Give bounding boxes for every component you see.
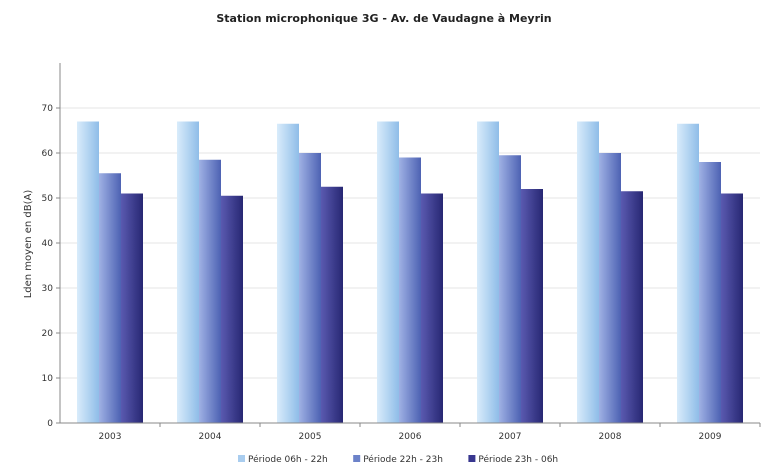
x-tick-label: 2003 bbox=[99, 432, 122, 442]
bar bbox=[577, 121, 599, 423]
bar bbox=[699, 162, 721, 423]
bar bbox=[621, 191, 643, 423]
bar bbox=[477, 121, 499, 423]
y-tick-label: 50 bbox=[42, 194, 54, 204]
y-tick-label: 0 bbox=[47, 419, 53, 429]
bar bbox=[277, 123, 299, 423]
bar bbox=[677, 123, 699, 423]
bars bbox=[77, 121, 743, 423]
x-tick-label: 2005 bbox=[299, 432, 322, 442]
y-tick-label: 20 bbox=[42, 329, 54, 339]
y-tick-label: 40 bbox=[42, 239, 54, 249]
x-tick-labels: 2003 2004 2005 2006 2007 2008 2009 bbox=[99, 423, 761, 442]
legend-label: Période 23h - 06h bbox=[478, 454, 558, 465]
legend-swatch bbox=[353, 455, 361, 462]
bar bbox=[499, 155, 521, 423]
bar bbox=[121, 193, 143, 423]
y-tick-labels: 0 10 20 30 40 50 60 70 bbox=[42, 104, 54, 429]
bar bbox=[299, 153, 321, 423]
y-tick-label: 60 bbox=[42, 149, 54, 159]
legend-swatch bbox=[468, 455, 476, 462]
bar bbox=[377, 121, 399, 423]
x-tick-label: 2004 bbox=[199, 432, 222, 442]
bar bbox=[199, 159, 221, 423]
bar bbox=[77, 121, 99, 423]
y-tick-label: 30 bbox=[42, 284, 54, 294]
x-tick-label: 2006 bbox=[399, 432, 422, 442]
legend-swatch bbox=[238, 455, 245, 462]
bar bbox=[321, 186, 343, 423]
legend-label: Période 06h - 22h bbox=[248, 454, 328, 465]
y-axis-label: Lden moyen en dB(A) bbox=[23, 190, 34, 299]
y-tick-label: 70 bbox=[42, 104, 54, 114]
x-tick-label: 2008 bbox=[599, 432, 622, 442]
x-tick-label: 2009 bbox=[699, 432, 722, 442]
bar bbox=[421, 193, 443, 423]
y-tick-label: 10 bbox=[42, 374, 54, 384]
bar bbox=[177, 121, 199, 423]
legend-label: Période 22h - 23h bbox=[363, 454, 443, 465]
bar bbox=[221, 195, 243, 423]
bar bbox=[521, 189, 543, 423]
bar bbox=[399, 157, 421, 423]
legend: Période 06h - 22h Période 22h - 23h Périod… bbox=[238, 454, 558, 465]
x-tick-label: 2007 bbox=[499, 432, 522, 442]
bar bbox=[721, 193, 743, 423]
bar bbox=[99, 173, 121, 423]
chart-title: Station microphonique 3G - Av. de Vaudag… bbox=[216, 12, 551, 25]
bar bbox=[599, 153, 621, 423]
